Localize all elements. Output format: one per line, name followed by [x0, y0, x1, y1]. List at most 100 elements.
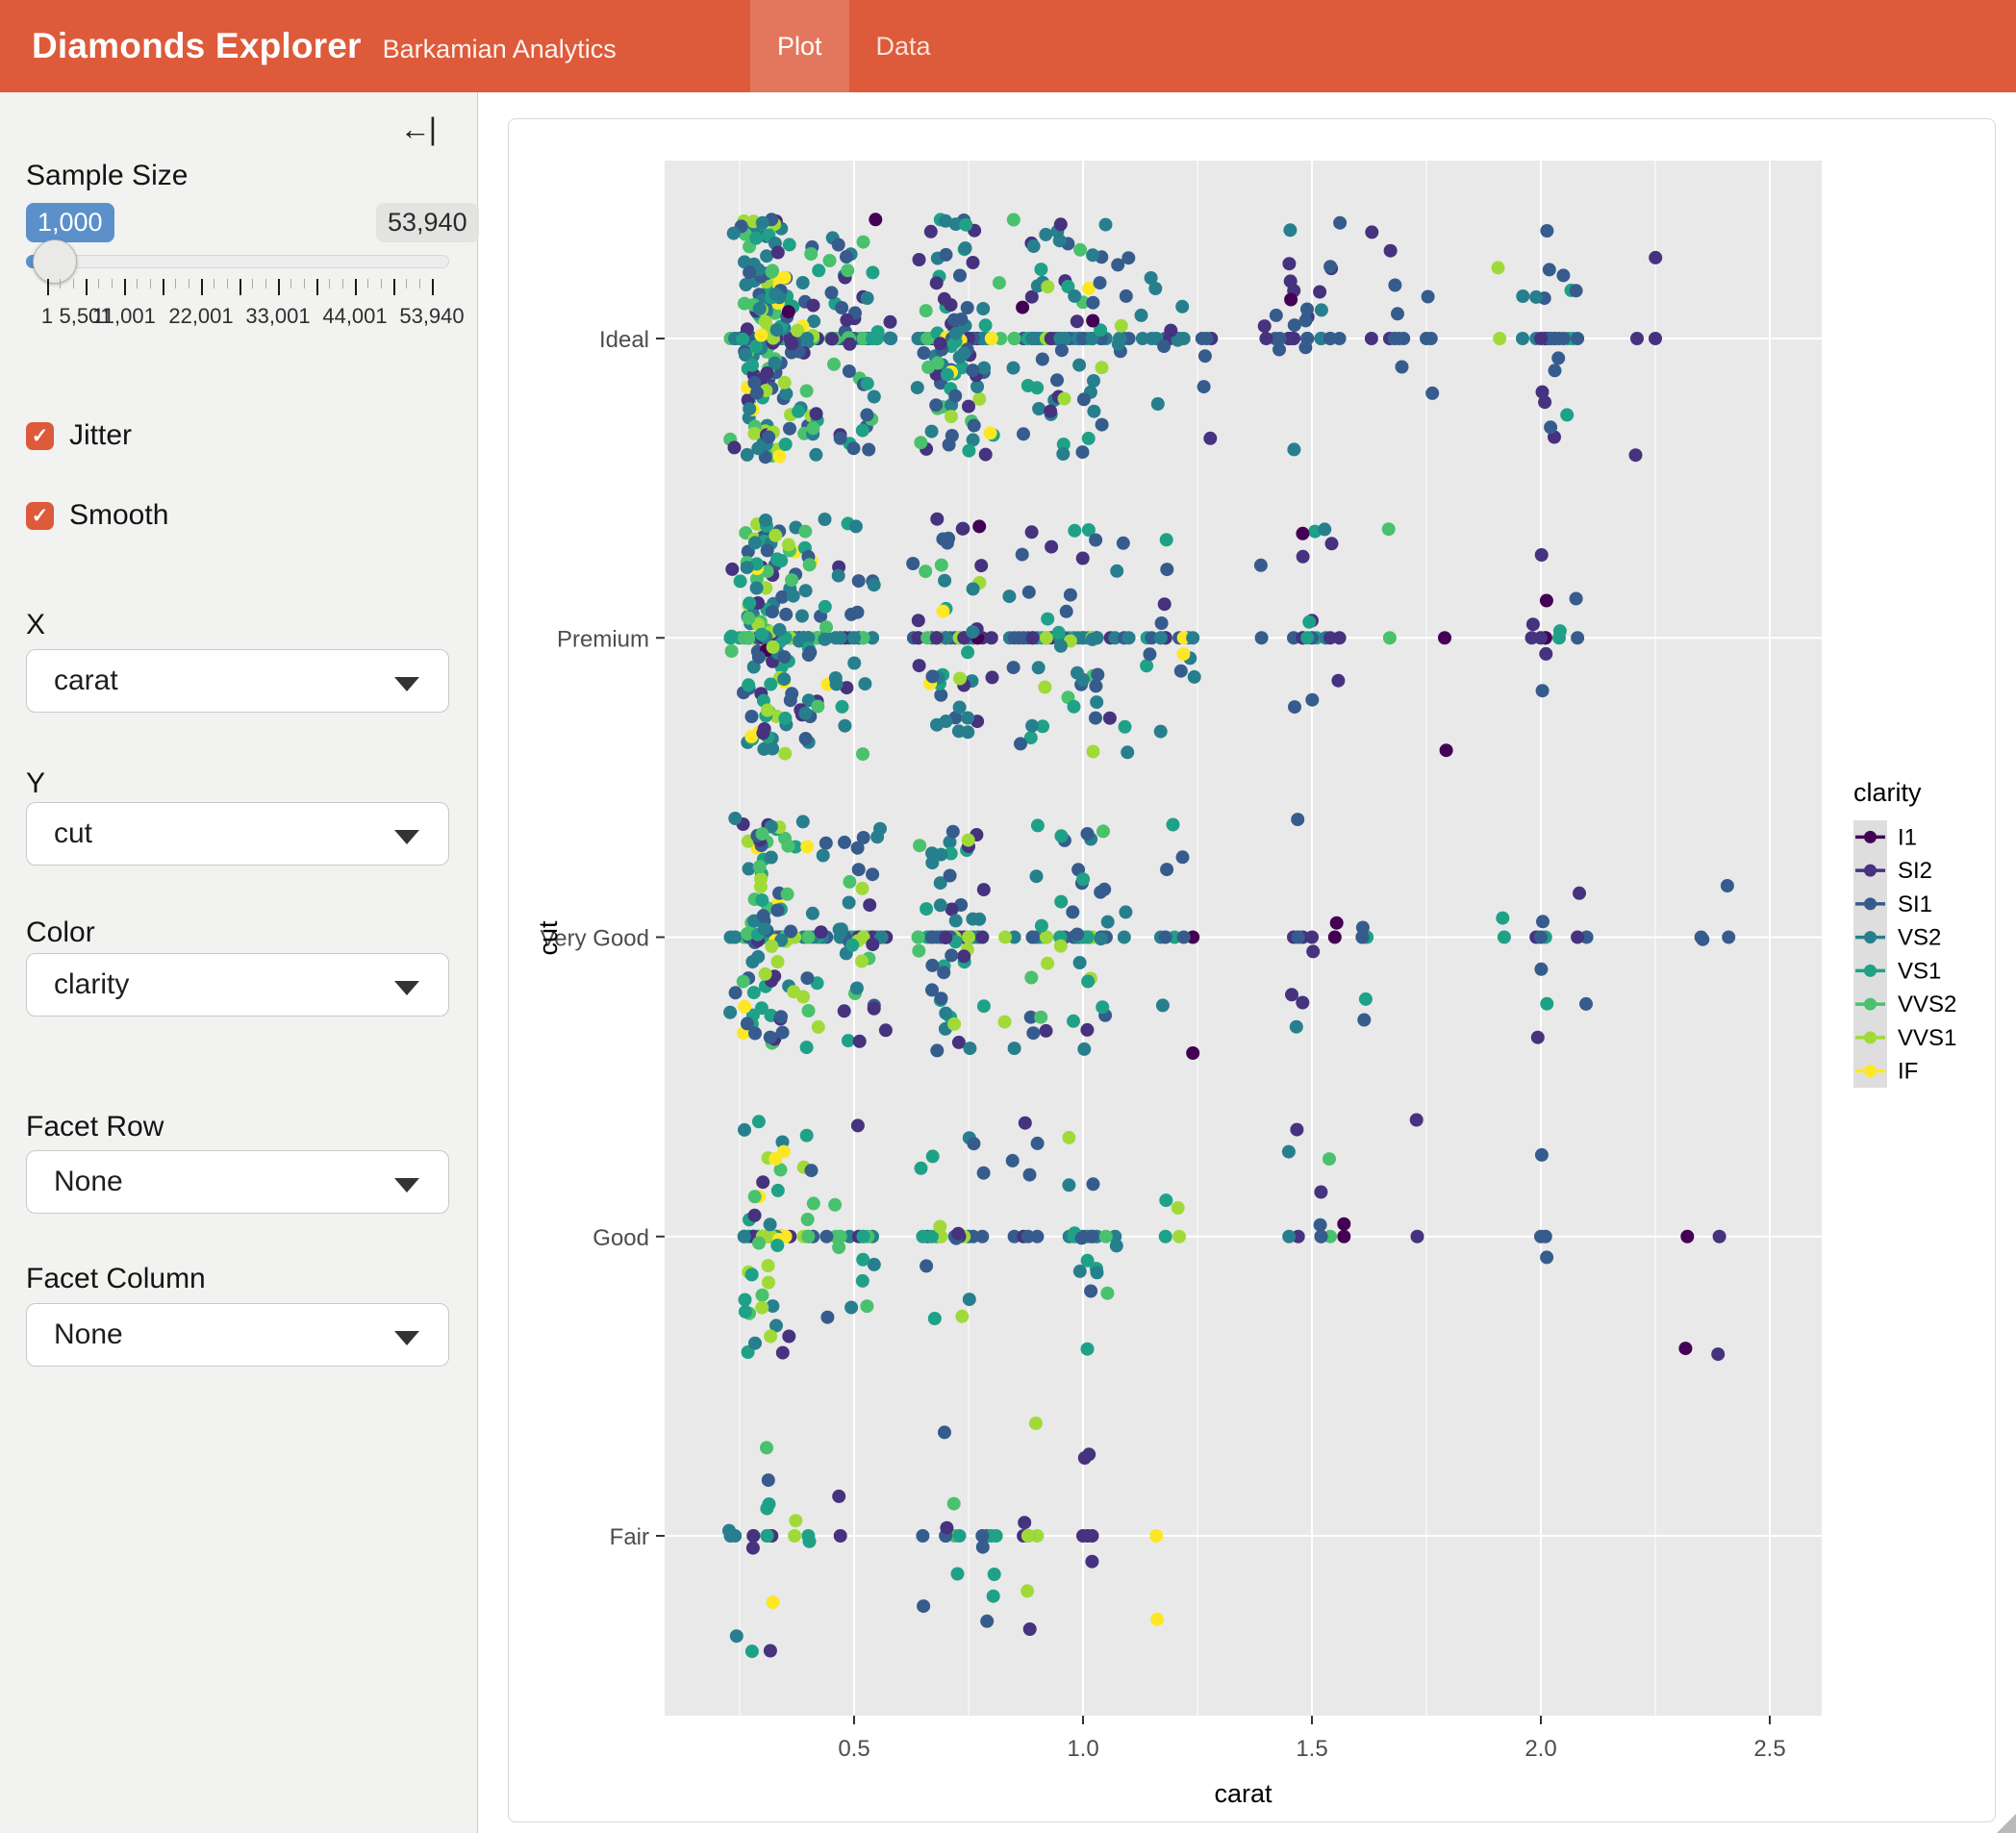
slider-ruler: 1 5,501 11,001 22,001 33,001 44,001 53,940 [0, 279, 477, 337]
check-icon: ✓ [31, 424, 49, 447]
select-y[interactable]: cut [26, 802, 449, 866]
ruler-minor-tick [72, 279, 74, 289]
ruler-minor-tick [341, 279, 343, 289]
svg-text:Good: Good [592, 1225, 649, 1251]
select-label-facet-column: Facet Column [26, 1263, 206, 1294]
select-y-value: cut [54, 817, 93, 849]
legend-label: SI1 [1898, 891, 1932, 917]
legend-title: clarity [1853, 778, 1922, 807]
svg-text:Fair: Fair [610, 1524, 649, 1550]
sample-size-slider-track[interactable] [26, 255, 449, 268]
ruler-major-tick [163, 279, 164, 295]
ruler-minor-tick [175, 279, 177, 289]
select-facet-column[interactable]: None [26, 1303, 449, 1367]
select-label-facet-row: Facet Row [26, 1111, 164, 1142]
legend-label: I1 [1898, 824, 1917, 850]
ruler-major-tick [124, 279, 126, 295]
select-color[interactable]: clarity [26, 953, 449, 1017]
select-x[interactable]: carat [26, 649, 449, 713]
sidebar: ←| Sample Size 1,000 53,940 1 5,501 11,001… [0, 92, 479, 1833]
legend-label: VS2 [1898, 925, 1941, 951]
nav-tabs: Plot Data [750, 0, 958, 92]
ruler-major-tick [316, 279, 318, 295]
select-x-value: carat [54, 665, 118, 696]
chevron-down-icon [394, 1331, 419, 1345]
app-title: Diamonds Explorer [32, 26, 362, 65]
ruler-label: 1 [40, 304, 54, 328]
svg-text:0.5: 0.5 [838, 1736, 869, 1762]
legend-label: IF [1898, 1059, 1918, 1085]
checkbox-smooth[interactable]: ✓ [26, 501, 54, 530]
ruler-minor-tick [329, 279, 331, 289]
ruler-major-tick [278, 279, 280, 295]
ruler-label: 5,501 [59, 304, 113, 328]
select-color-value: clarity [54, 968, 130, 1000]
ruler-minor-tick [290, 279, 292, 289]
ruler-major-tick [86, 279, 88, 295]
ruler-label: 22,001 [168, 304, 234, 328]
ruler-minor-tick [406, 279, 408, 289]
checkbox-label-jitter: Jitter [69, 419, 133, 451]
svg-text:1.5: 1.5 [1296, 1736, 1327, 1762]
svg-text:Premium: Premium [557, 626, 649, 652]
sample-size-value-badge: 1,000 [26, 203, 114, 242]
ruler-minor-tick [98, 279, 100, 289]
select-label-color: Color [26, 916, 95, 948]
ruler-label: 53,940 [399, 304, 465, 328]
select-label-y: Y [26, 767, 46, 799]
ruler-minor-tick [60, 279, 62, 289]
app-header: Diamonds Explorer Barkamian Analytics Pl… [0, 0, 2016, 92]
sample-size-max-badge: 53,940 [376, 203, 479, 242]
x-axis-title: carat [1214, 1779, 1273, 1808]
legend-label: SI2 [1898, 858, 1932, 884]
ruler-major-tick [355, 279, 357, 295]
select-facet-row-value: None [54, 1166, 123, 1197]
check-icon: ✓ [31, 504, 49, 527]
ruler-label: 44,001 [322, 304, 388, 328]
svg-text:2.5: 2.5 [1753, 1736, 1785, 1762]
ruler-major-tick [201, 279, 203, 295]
brand: Diamonds Explorer Barkamian Analytics [32, 26, 617, 66]
chevron-down-icon [394, 677, 419, 691]
checkbox-label-smooth: Smooth [69, 499, 169, 531]
svg-text:Very Good: Very Good [541, 926, 649, 952]
ruler-minor-tick [380, 279, 382, 289]
ruler-major-tick [432, 279, 434, 295]
sample-size-label: Sample Size [26, 160, 189, 191]
ruler-label: 33,001 [245, 304, 311, 328]
select-facet-row[interactable]: None [26, 1150, 449, 1214]
chevron-down-icon [394, 1178, 419, 1193]
plot-card: 0.5 1.0 1.5 2.0 2.5 Fair Good Very Good Premium I… [508, 118, 1996, 1822]
ruler-minor-tick [137, 279, 139, 289]
ruler-minor-tick [252, 279, 254, 289]
select-facet-column-value: None [54, 1318, 123, 1350]
ruler-minor-tick [149, 279, 151, 289]
ruler-major-tick [47, 279, 49, 295]
ruler-minor-tick [111, 279, 113, 289]
chevron-down-icon [394, 981, 419, 995]
checkbox-row-jitter: ✓ Jitter [26, 419, 132, 452]
y-axis-title: cut [534, 920, 563, 956]
data-points-jittered [722, 213, 1734, 1659]
legend-label: VVS2 [1898, 992, 1956, 1017]
ruler-major-tick [239, 279, 241, 295]
axes: 0.5 1.0 1.5 2.0 2.5 Fair Good Very Good Premium I… [534, 327, 1786, 1808]
sidebar-collapse-icon[interactable]: ←| [399, 112, 437, 146]
window-resize-grip[interactable] [1997, 1814, 2016, 1833]
ruler-minor-tick [303, 279, 305, 289]
ruler-minor-tick [367, 279, 369, 289]
legend-label: VS1 [1898, 958, 1941, 984]
ruler-label: 11,001 [92, 304, 156, 328]
legend-label: VVS1 [1898, 1025, 1956, 1051]
diamonds-scatter-plot: 0.5 1.0 1.5 2.0 2.5 Fair Good Very Good Premium I… [534, 161, 1956, 1808]
sample-size-slider-handle[interactable] [33, 239, 77, 284]
checkbox-jitter[interactable]: ✓ [26, 421, 54, 450]
ruler-minor-tick [265, 279, 266, 289]
select-label-x: X [26, 609, 46, 640]
checkbox-row-smooth: ✓ Smooth [26, 499, 168, 532]
tab-plot[interactable]: Plot [750, 0, 849, 92]
svg-text:1.0: 1.0 [1067, 1736, 1098, 1762]
tab-data[interactable]: Data [875, 31, 931, 61]
ruler-major-tick [393, 279, 395, 295]
